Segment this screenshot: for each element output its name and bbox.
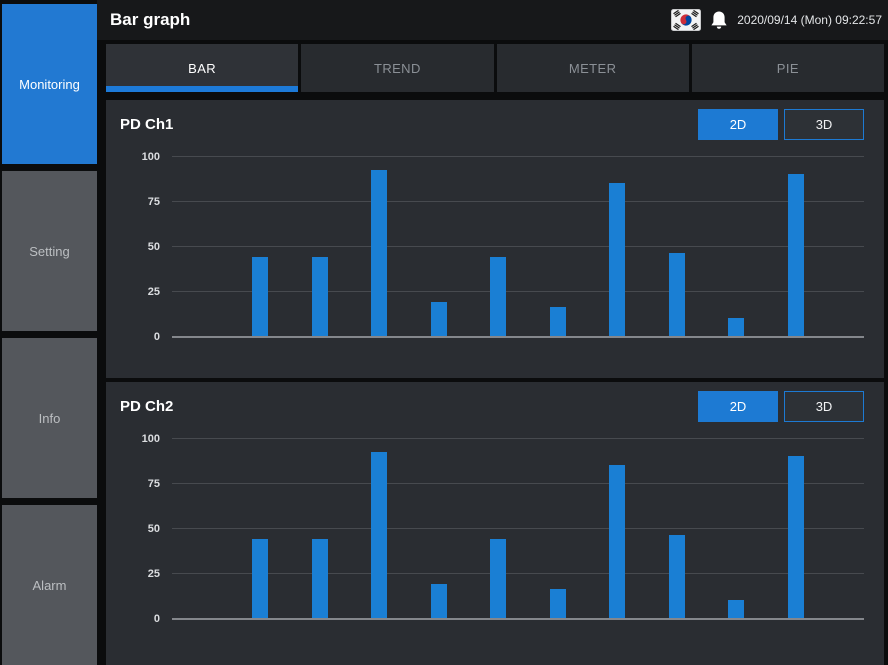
bar: [312, 539, 328, 618]
panel-header: PD Ch2 2D3D: [106, 382, 884, 422]
y-axis-tick-label: 75: [148, 196, 160, 208]
bar-chart: 1007550250: [172, 156, 864, 336]
bar: [669, 535, 685, 618]
dimension-toggle-group: 2D3D: [698, 391, 864, 422]
y-axis-tick-label: 0: [154, 331, 160, 343]
chart-panels: PD Ch12D3D1007550250PD Ch22D3D1007550250: [106, 100, 884, 665]
y-axis-tick-label: 25: [148, 568, 160, 580]
bar: [669, 253, 685, 336]
bar: [788, 174, 804, 336]
2d-button[interactable]: 2D: [698, 391, 778, 422]
y-axis-tick-label: 100: [142, 151, 160, 163]
2d-button[interactable]: 2D: [698, 109, 778, 140]
tab-bar: BARTRENDMETERPIE: [106, 44, 884, 92]
datetime-display: 2020/09/14 (Mon) 09:22:57: [737, 13, 882, 27]
bar: [431, 302, 447, 336]
y-axis-tick-label: 25: [148, 286, 160, 298]
bars-row: [252, 438, 804, 618]
tab-trend[interactable]: TREND: [301, 44, 493, 92]
bar: [312, 257, 328, 336]
panel-title: PD Ch1: [120, 116, 173, 133]
panel-header: PD Ch1 2D3D: [106, 100, 884, 140]
bell-icon[interactable]: [710, 10, 728, 31]
y-axis-tick-label: 100: [142, 433, 160, 445]
main-area: Bar graph: [97, 0, 888, 665]
panel-title: PD Ch2: [120, 398, 173, 415]
dimension-toggle-group: 2D3D: [698, 109, 864, 140]
y-axis-tick-label: 75: [148, 478, 160, 490]
3d-button[interactable]: 3D: [784, 391, 864, 422]
bar: [550, 307, 566, 336]
app-window: MonitoringSettingInfoAlarm Bar graph: [0, 0, 888, 665]
sidebar-item-monitoring[interactable]: Monitoring: [2, 4, 97, 164]
bar: [490, 257, 506, 336]
bar: [609, 465, 625, 618]
bar: [252, 257, 268, 336]
bar: [550, 589, 566, 618]
tab-meter[interactable]: METER: [497, 44, 689, 92]
y-axis-tick-label: 50: [148, 523, 160, 535]
3d-button[interactable]: 3D: [784, 109, 864, 140]
bar: [788, 456, 804, 618]
sidebar: MonitoringSettingInfoAlarm: [0, 0, 97, 665]
tab-bar[interactable]: BAR: [106, 44, 298, 92]
topbar-right-group: 2020/09/14 (Mon) 09:22:57: [671, 9, 882, 31]
bar: [490, 539, 506, 618]
gridline: 0: [172, 336, 864, 338]
chart-panel-pd-ch1: PD Ch12D3D1007550250: [106, 100, 884, 378]
y-axis-tick-label: 0: [154, 613, 160, 625]
bar: [728, 318, 744, 336]
bar: [371, 452, 387, 618]
bar: [728, 600, 744, 618]
bars-row: [252, 156, 804, 336]
bar: [252, 539, 268, 618]
top-bar: Bar graph: [97, 0, 888, 40]
tab-pie[interactable]: PIE: [692, 44, 884, 92]
sidebar-item-info[interactable]: Info: [2, 338, 97, 498]
y-axis-tick-label: 50: [148, 241, 160, 253]
sidebar-item-setting[interactable]: Setting: [2, 171, 97, 331]
bar: [431, 584, 447, 618]
bar: [371, 170, 387, 336]
page-title: Bar graph: [110, 10, 190, 30]
korea-flag-icon[interactable]: [671, 9, 701, 31]
gridline: 0: [172, 618, 864, 620]
chart-panel-pd-ch2: PD Ch22D3D1007550250: [106, 382, 884, 665]
sidebar-item-alarm[interactable]: Alarm: [2, 505, 97, 665]
bar: [609, 183, 625, 336]
bar-chart: 1007550250: [172, 438, 864, 618]
